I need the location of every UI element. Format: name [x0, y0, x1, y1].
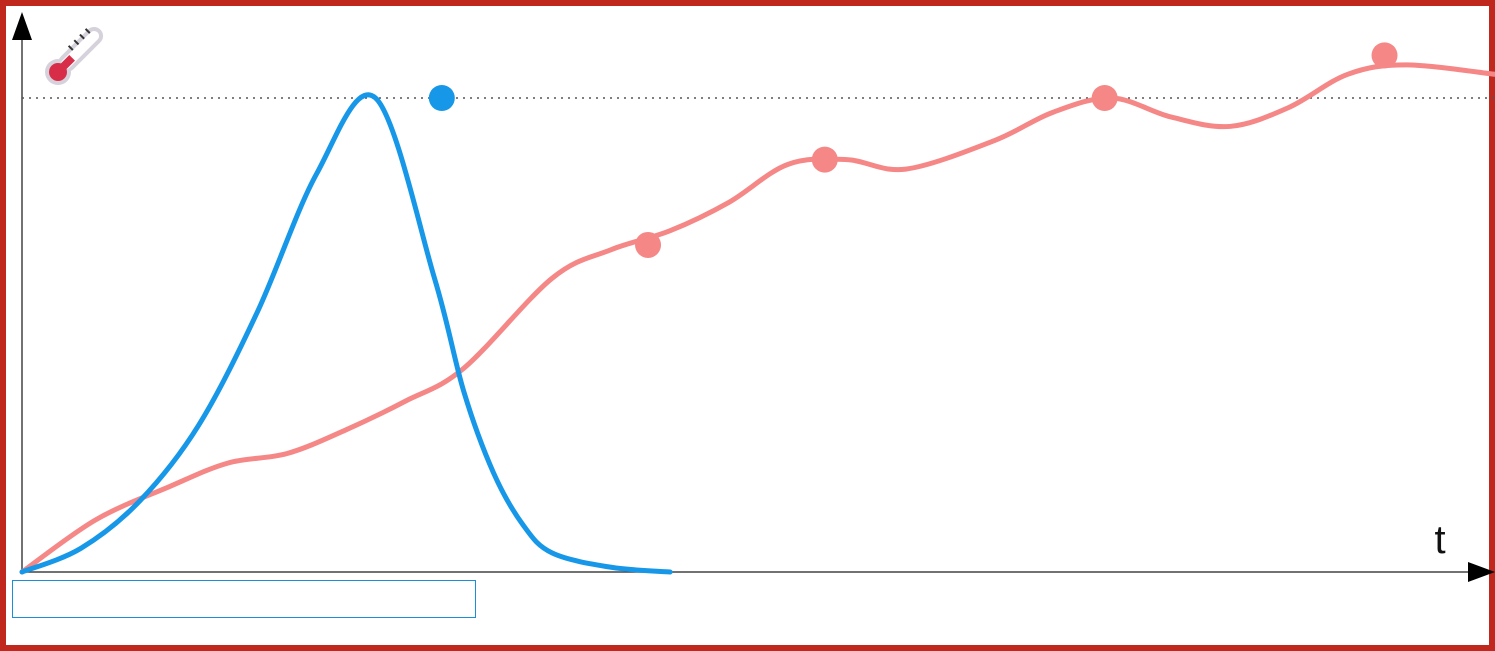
- x-axis-label: t: [1434, 518, 1445, 562]
- series-2-marker-3: [1091, 85, 1118, 111]
- thermometer-icon: [45, 26, 104, 85]
- y-axis-arrow: [12, 12, 32, 40]
- series-2-marker-1: [635, 231, 662, 258]
- axes: t: [12, 12, 1495, 582]
- series-line-2: [19, 62, 1495, 575]
- series-line-1: [19, 92, 673, 575]
- caption-box: [12, 580, 476, 618]
- series-layer: [19, 42, 1495, 575]
- series-2-marker-4: [1371, 42, 1398, 69]
- x-axis-arrow: [1468, 562, 1495, 582]
- series-1-marker-1: [428, 85, 455, 111]
- series-2-marker-2: [811, 146, 838, 173]
